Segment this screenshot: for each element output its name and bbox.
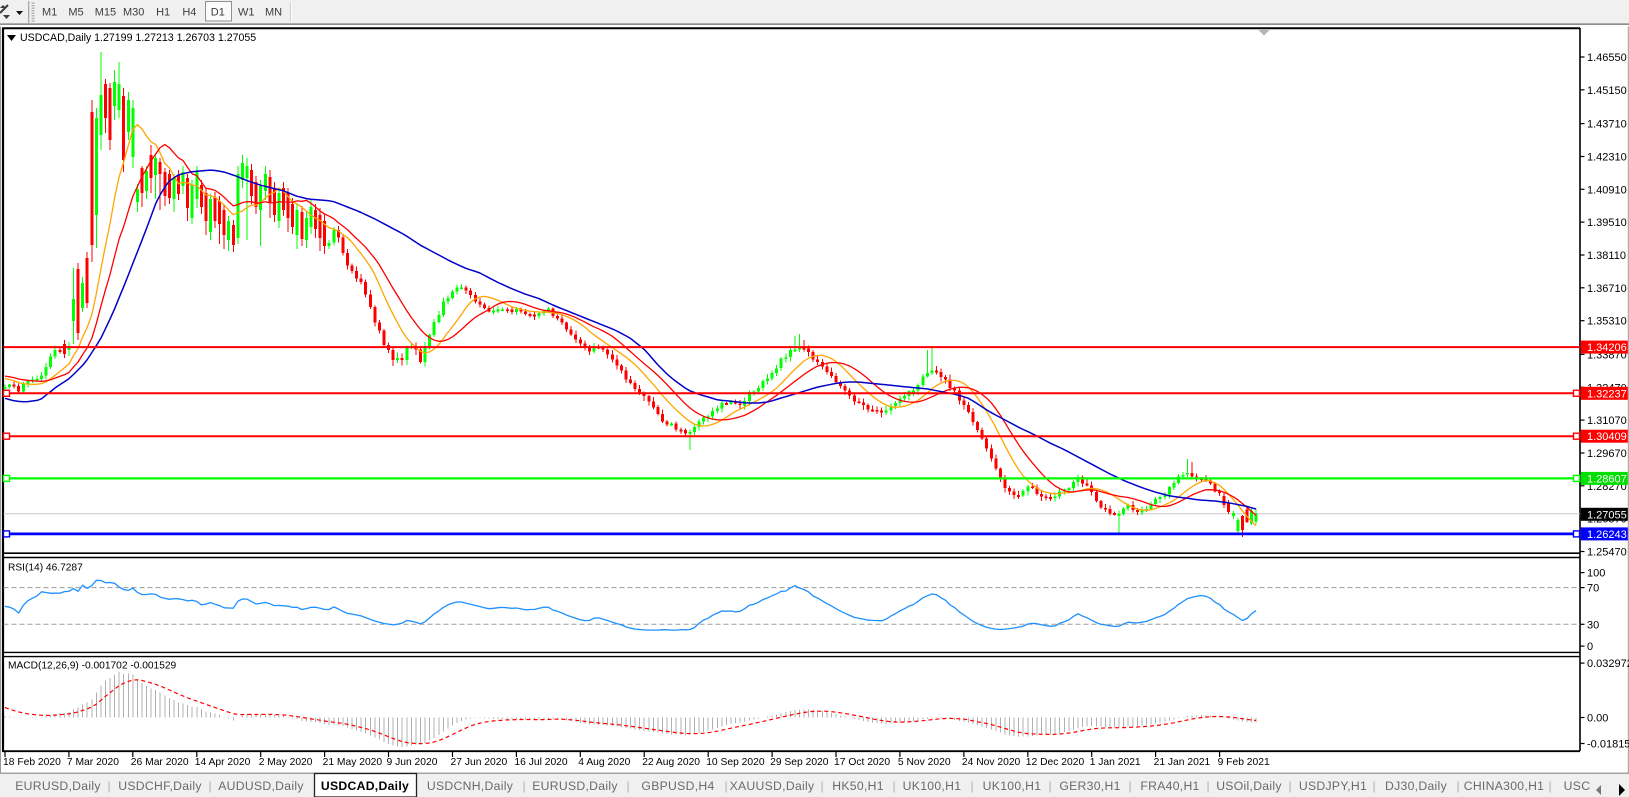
svg-text:1.42310: 1.42310: [1587, 152, 1627, 164]
svg-text:21 Jan 2021: 21 Jan 2021: [1154, 757, 1211, 768]
svg-text:USDCAD,Daily: USDCAD,Daily: [321, 779, 409, 793]
svg-text:|: |: [1048, 779, 1051, 793]
svg-text:1.26243: 1.26243: [1587, 529, 1627, 541]
svg-text:1.29670: 1.29670: [1587, 448, 1627, 460]
svg-text:XAUUSD,Daily: XAUUSD,Daily: [730, 779, 815, 793]
svg-text:|: |: [1288, 779, 1291, 793]
svg-text:|: |: [1206, 779, 1209, 793]
svg-text:CHINA300,H1: CHINA300,H1: [1464, 779, 1545, 793]
svg-text:1.25470: 1.25470: [1587, 547, 1627, 559]
svg-text:EURUSD,Daily: EURUSD,Daily: [532, 779, 618, 793]
svg-text:17 Oct 2020: 17 Oct 2020: [834, 757, 890, 768]
svg-text:100: 100: [1587, 568, 1605, 580]
svg-text:W1: W1: [238, 7, 255, 19]
svg-text:1.43710: 1.43710: [1587, 119, 1627, 131]
svg-text:USOil,Daily: USOil,Daily: [1216, 779, 1282, 793]
svg-text:70: 70: [1587, 583, 1599, 595]
svg-text:21 May 2020: 21 May 2020: [323, 757, 383, 768]
svg-text:16 Jul 2020: 16 Jul 2020: [514, 757, 568, 768]
svg-text:FRA40,H1: FRA40,H1: [1140, 779, 1199, 793]
svg-text:USDCHF,Daily: USDCHF,Daily: [118, 779, 202, 793]
svg-text:1.45150: 1.45150: [1587, 85, 1627, 97]
svg-text:H1: H1: [156, 7, 170, 19]
svg-text:26 Mar 2020: 26 Mar 2020: [131, 757, 189, 768]
svg-text:1.38110: 1.38110: [1587, 250, 1626, 262]
svg-text:1.46550: 1.46550: [1587, 52, 1627, 64]
svg-text:10 Sep 2020: 10 Sep 2020: [706, 757, 765, 768]
svg-text:4 Aug 2020: 4 Aug 2020: [578, 757, 630, 768]
svg-text:1.27055: 1.27055: [1587, 509, 1627, 521]
svg-text:|: |: [107, 779, 110, 793]
svg-text:1.31070: 1.31070: [1587, 415, 1627, 427]
svg-text:|: |: [1456, 779, 1459, 793]
svg-text:M5: M5: [68, 7, 83, 19]
svg-text:12 Dec 2020: 12 Dec 2020: [1026, 757, 1085, 768]
svg-text:|: |: [892, 779, 895, 793]
svg-text:DJ30,Daily: DJ30,Daily: [1385, 779, 1448, 793]
svg-text:|: |: [970, 779, 973, 793]
svg-text:USC: USC: [1564, 779, 1591, 793]
svg-text:MN: MN: [265, 7, 282, 19]
svg-text:AUDUSD,Daily: AUDUSD,Daily: [218, 779, 304, 793]
svg-text:|: |: [626, 779, 629, 793]
svg-text:D1: D1: [211, 7, 225, 19]
svg-text:|: |: [1372, 779, 1375, 793]
svg-text:1.35310: 1.35310: [1587, 316, 1627, 328]
svg-text:GER30,H1: GER30,H1: [1059, 779, 1120, 793]
svg-text:29 Sep 2020: 29 Sep 2020: [770, 757, 829, 768]
svg-text:USDJPY,H1: USDJPY,H1: [1299, 779, 1367, 793]
svg-text:UK100,H1: UK100,H1: [903, 779, 962, 793]
svg-text:H4: H4: [182, 7, 196, 19]
svg-text:5 Nov 2020: 5 Nov 2020: [898, 757, 951, 768]
svg-text:USDCNH,Daily: USDCNH,Daily: [427, 779, 514, 793]
svg-text:|: |: [1548, 779, 1551, 793]
svg-text:22 Aug 2020: 22 Aug 2020: [642, 757, 700, 768]
svg-text:RSI(14) 46.7287: RSI(14) 46.7287: [8, 563, 83, 574]
svg-text:0.00: 0.00: [1587, 713, 1608, 725]
svg-text:M15: M15: [95, 7, 116, 19]
svg-text:0.032972: 0.032972: [1587, 658, 1629, 670]
svg-text:2 May 2020: 2 May 2020: [259, 757, 313, 768]
svg-text:-0.018154: -0.018154: [1587, 739, 1629, 751]
svg-text:24 Nov 2020: 24 Nov 2020: [962, 757, 1021, 768]
svg-text:1.40910: 1.40910: [1587, 184, 1627, 196]
svg-text:0: 0: [1587, 641, 1593, 653]
svg-text:9 Jun 2020: 9 Jun 2020: [387, 757, 438, 768]
svg-text:|: |: [724, 779, 727, 793]
svg-text:|: |: [208, 779, 211, 793]
svg-text:M1: M1: [42, 7, 57, 19]
svg-text:1.32237: 1.32237: [1587, 388, 1627, 400]
svg-text:18 Feb 2020: 18 Feb 2020: [3, 757, 61, 768]
svg-text:USDCAD,Daily 1.27199 1.27213: USDCAD,Daily 1.27199 1.27213 1.26703 1.2…: [20, 32, 256, 44]
svg-text:UK100,H1: UK100,H1: [983, 779, 1042, 793]
svg-text:27 Jun 2020: 27 Jun 2020: [451, 757, 508, 768]
svg-text:M30: M30: [123, 7, 144, 19]
svg-text:1.34206: 1.34206: [1587, 342, 1627, 354]
svg-text:1.39510: 1.39510: [1587, 217, 1627, 229]
svg-text:30: 30: [1587, 619, 1599, 631]
svg-text:GBPUSD,H4: GBPUSD,H4: [641, 779, 714, 793]
svg-text:HK50,H1: HK50,H1: [832, 779, 884, 793]
svg-text:|: |: [820, 779, 823, 793]
svg-text:1.28607: 1.28607: [1587, 473, 1627, 485]
svg-text:9 Feb 2021: 9 Feb 2021: [1218, 757, 1270, 768]
svg-text:1 Jan 2021: 1 Jan 2021: [1090, 757, 1141, 768]
svg-text:MACD(12,26,9) -0.001702 -0.001: MACD(12,26,9) -0.001702 -0.001529: [8, 661, 177, 672]
svg-text:1.30409: 1.30409: [1587, 431, 1627, 443]
svg-text:14 Apr 2020: 14 Apr 2020: [195, 757, 251, 768]
svg-text:|: |: [522, 779, 525, 793]
svg-text:|: |: [1128, 779, 1131, 793]
svg-text:EURUSD,Daily: EURUSD,Daily: [15, 779, 101, 793]
svg-text:7 Mar 2020: 7 Mar 2020: [67, 757, 119, 768]
svg-text:1.36710: 1.36710: [1587, 283, 1627, 295]
